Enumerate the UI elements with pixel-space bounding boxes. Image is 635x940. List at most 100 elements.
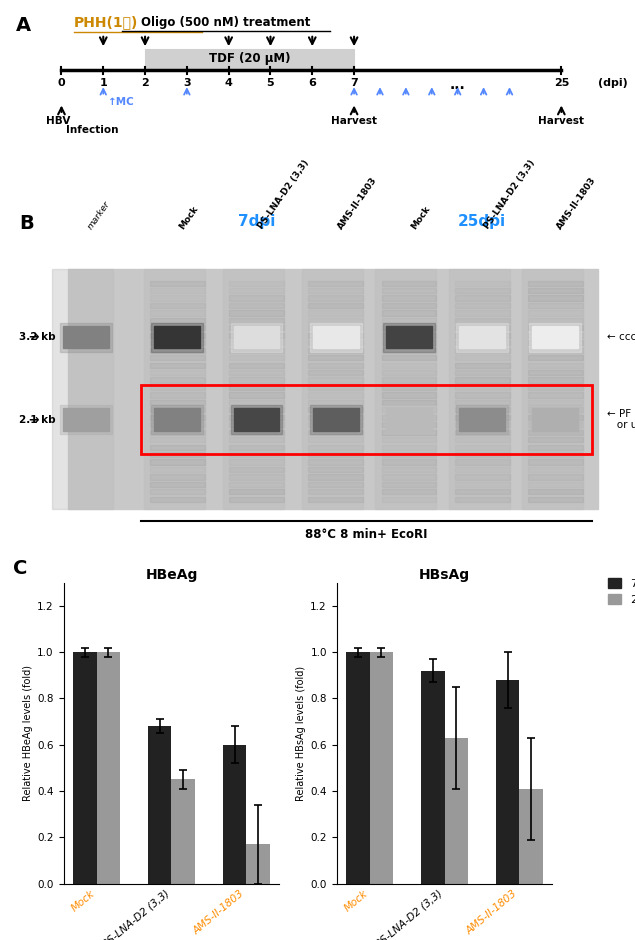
Bar [150,340,204,345]
Bar [528,467,583,472]
Bar [382,288,436,293]
Bar [448,269,509,509]
Bar [309,489,363,494]
Bar [150,430,204,435]
Bar [528,318,583,323]
Bar [455,333,509,337]
Bar [229,378,284,383]
Bar [309,325,363,331]
Bar [382,482,436,487]
Bar [528,437,583,442]
Bar [60,322,112,352]
Bar [229,400,284,405]
Bar [455,467,509,472]
Bar [386,326,432,349]
Bar [229,310,284,316]
Text: 5: 5 [267,78,274,88]
Bar [302,269,363,509]
Bar [455,496,509,502]
Text: PS-LNA-D2 (3,3): PS-LNA-D2 (3,3) [482,159,537,231]
Bar [229,280,284,286]
Bar [309,288,363,293]
Bar [148,727,171,884]
Text: ← PF RC/88°C
   or uncut cccDNA: ← PF RC/88°C or uncut cccDNA [607,409,635,431]
Bar [528,370,583,375]
Bar [528,310,583,316]
Bar [150,392,204,398]
Bar [455,295,509,301]
Bar [382,340,436,345]
Bar [246,844,270,884]
Bar [229,363,284,368]
Text: TDF (20 μM): TDF (20 μM) [209,53,290,66]
Bar [150,467,204,472]
Bar [313,408,359,431]
Bar [528,288,583,293]
Bar [455,348,509,352]
Bar [309,482,363,487]
Title: HBeAg: HBeAg [145,568,197,582]
Bar [67,269,598,509]
Bar [97,652,120,884]
Bar [455,475,509,479]
Text: ↑MC: ↑MC [108,98,135,107]
Bar [309,295,363,301]
Text: AMS-II-1803: AMS-II-1803 [555,175,598,231]
Bar [528,325,583,331]
Bar [309,445,363,449]
Bar [150,318,204,323]
Bar [496,680,519,884]
Bar [229,475,284,479]
Bar [229,325,284,331]
Bar [229,460,284,464]
Bar [455,482,509,487]
Bar [229,407,284,413]
Bar [154,408,200,431]
Bar [150,355,204,360]
Text: ...: ... [450,78,465,92]
Bar [229,333,284,337]
Bar [528,407,583,413]
Bar [150,445,204,449]
Bar [459,326,505,349]
Bar [150,475,204,479]
Bar [456,322,508,352]
Bar [382,460,436,464]
Bar [455,318,509,323]
Bar [532,408,578,431]
Text: 25dpi: 25dpi [458,213,506,228]
Bar [455,407,509,413]
Text: →: → [28,413,39,426]
Bar [455,422,509,428]
Bar [229,437,284,442]
Bar [382,310,436,316]
Bar [382,452,436,457]
Bar [382,489,436,494]
Bar [310,405,362,434]
Bar [229,452,284,457]
Bar [309,430,363,435]
Bar [63,408,109,431]
Bar [382,348,436,352]
Text: C: C [13,559,27,578]
Bar [528,400,583,405]
Text: →: → [28,331,39,344]
Text: Mock: Mock [409,204,432,231]
Bar [382,400,436,405]
Bar [375,269,436,509]
Y-axis label: Relative HBeAg levels (fold): Relative HBeAg levels (fold) [23,666,33,801]
Bar [455,370,509,375]
Bar [309,378,363,383]
Bar [309,280,363,286]
Bar [229,318,284,323]
Bar [382,430,436,435]
Bar [229,348,284,352]
Bar [73,652,97,884]
Bar [382,318,436,323]
Bar [229,340,284,345]
Bar [229,430,284,435]
Bar [519,789,543,884]
Bar [382,378,436,383]
Bar [52,269,113,509]
Bar [309,348,363,352]
